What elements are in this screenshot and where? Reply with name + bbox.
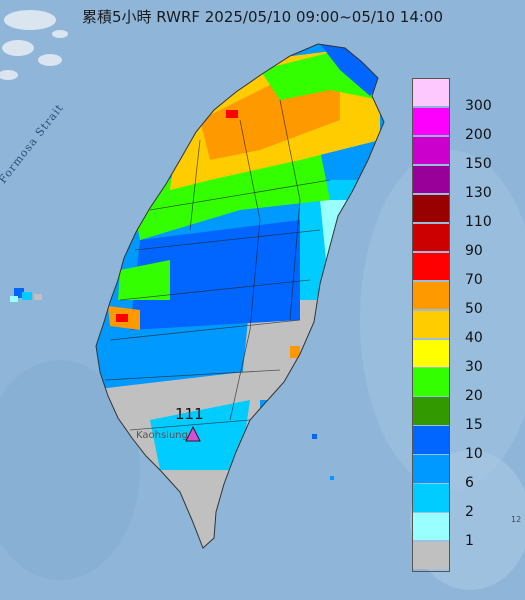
legend-swatch-10 <box>413 426 449 454</box>
legend-swatch-6 <box>413 455 449 483</box>
legend-label-1: 1 <box>465 533 474 549</box>
orchid-island <box>330 476 334 480</box>
legend-swatch-none <box>413 542 449 570</box>
legend-swatch-15 <box>413 397 449 425</box>
legend-swatch-90 <box>413 223 449 252</box>
legend-label-150: 150 <box>465 156 492 172</box>
legend-label-50: 50 <box>465 301 483 317</box>
legend-swatch-20 <box>413 368 449 396</box>
legend-swatch-30 <box>413 339 449 367</box>
map-title: 累積5小時 RWRF 2025/05/10 09:00~05/10 14:00 <box>81 8 444 26</box>
legend-label-130: 130 <box>465 185 492 201</box>
green-island <box>312 434 317 439</box>
taiwan-outline <box>95 43 385 549</box>
legend-swatch-1 <box>413 513 449 541</box>
legend-label-30: 30 <box>465 359 483 375</box>
corner-label: 12 <box>511 515 522 524</box>
legend-swatch-200 <box>413 107 449 136</box>
penghu-rain <box>10 288 42 302</box>
legend-swatch-70 <box>413 252 449 280</box>
legend-swatch-130 <box>413 165 449 194</box>
legend-label-6: 6 <box>465 475 474 491</box>
legend-label-40: 40 <box>465 330 483 346</box>
legend-label-15: 15 <box>465 417 483 433</box>
legend-label-200: 200 <box>465 127 492 143</box>
cloud-speckles <box>0 10 68 80</box>
legend-swatch-150 <box>413 136 449 165</box>
legend-swatch-110 <box>413 194 449 223</box>
max-rainfall-value: 111 <box>175 405 204 423</box>
legend-label-110: 110 <box>465 214 492 230</box>
legend-label-2: 2 <box>465 504 474 520</box>
legend-swatch-2 <box>413 484 449 512</box>
color-legend <box>412 78 450 572</box>
legend-swatch-300 <box>413 79 449 107</box>
legend-label-300: 300 <box>465 98 492 114</box>
legend-swatch-50 <box>413 281 449 309</box>
legend-label-10: 10 <box>465 446 483 462</box>
city-label: Kaohsiung <box>136 430 188 441</box>
max-rainfall-marker <box>185 425 201 442</box>
legend-swatch-40 <box>413 310 449 338</box>
legend-label-20: 20 <box>465 388 483 404</box>
legend-label-90: 90 <box>465 243 483 259</box>
legend-label-70: 70 <box>465 272 483 288</box>
